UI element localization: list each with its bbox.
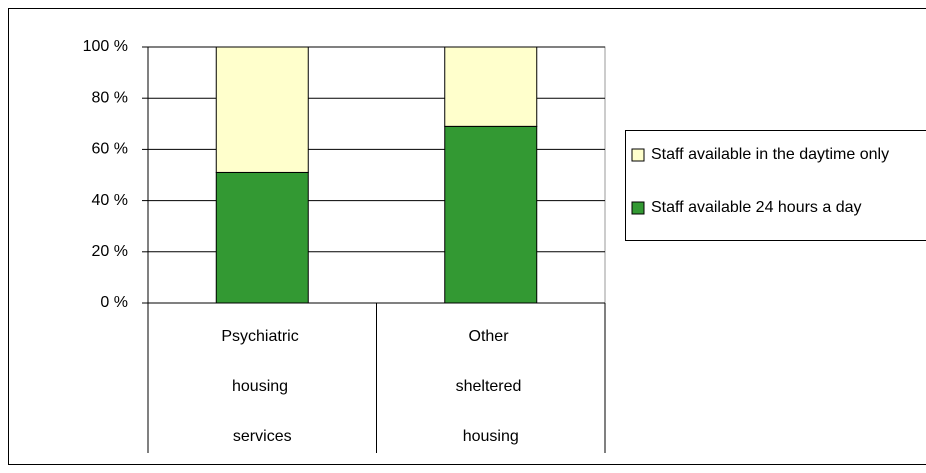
bar-segment	[215, 171, 309, 304]
legend-swatch	[631, 148, 645, 162]
bar-segment	[215, 46, 309, 173]
y-tick-label: 20 %	[92, 243, 128, 260]
y-tick-label: 40 %	[92, 192, 128, 209]
legend-label: Staff available in the daytime only	[651, 146, 889, 163]
bar-segment	[444, 125, 538, 304]
y-tick-label: 60 %	[92, 141, 128, 158]
legend-label: Staff available 24 hours a day	[651, 199, 862, 216]
legend-swatch	[631, 201, 645, 215]
y-tick-label: 80 %	[92, 89, 128, 106]
y-tick-label: 0 %	[100, 294, 128, 311]
legend-box	[625, 130, 926, 241]
x-tick-label: Psychiatric housing services	[221, 328, 303, 445]
bar-segment	[444, 46, 538, 127]
x-tick-label: Other sheltered housing	[456, 328, 526, 445]
y-tick-label: 100 %	[83, 38, 128, 55]
